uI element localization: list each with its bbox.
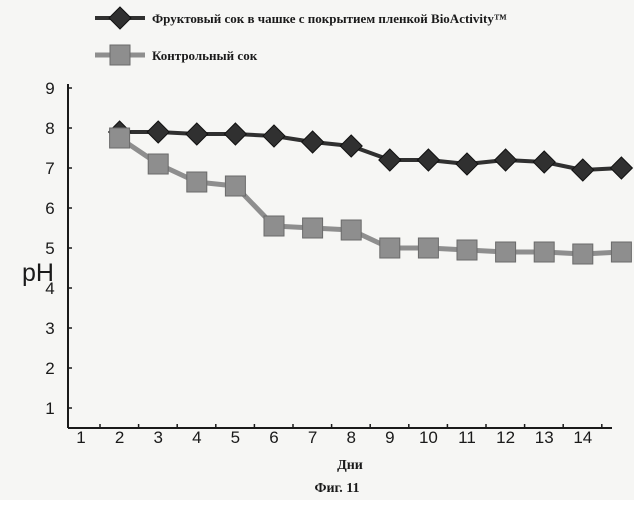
legend-item: Контрольный сок (95, 45, 258, 65)
data-point-square (341, 220, 361, 240)
data-point-diamond (186, 123, 208, 145)
x-tick-label: 1 (76, 428, 85, 447)
x-tick-label: 5 (231, 428, 240, 447)
data-point-diamond (340, 135, 362, 157)
data-point-diamond (302, 131, 324, 153)
series-layer (109, 121, 633, 264)
data-point-square (418, 238, 438, 258)
data-point-diamond (533, 151, 555, 173)
y-tick-label: 9 (45, 79, 54, 98)
x-tick-label: 7 (308, 428, 317, 447)
data-point-square (148, 154, 168, 174)
y-tick-label: 3 (45, 319, 54, 338)
x-tick-label: 4 (192, 428, 201, 447)
x-tick-label: 14 (573, 428, 592, 447)
data-point-square (303, 218, 323, 238)
data-point-square (187, 172, 207, 192)
data-point-square (380, 238, 400, 258)
data-point-diamond (263, 125, 285, 147)
x-axis-label: Дни (337, 458, 363, 473)
series-2 (110, 128, 632, 264)
legend: Фруктовый сок в чашке с покрытием пленко… (95, 7, 507, 65)
y-tick-label: 8 (45, 119, 54, 138)
data-point-square (611, 242, 631, 262)
x-tick-label: 11 (458, 428, 476, 447)
data-point-square (264, 216, 284, 236)
y-tick-label: 5 (45, 239, 54, 258)
x-tick-label: 6 (269, 428, 278, 447)
legend-square-icon (110, 45, 130, 65)
data-point-diamond (417, 149, 439, 171)
data-point-square (496, 242, 516, 262)
legend-label: Контрольный сок (152, 48, 258, 63)
x-tick-label: 3 (153, 428, 162, 447)
figure-caption: Фиг. 11 (314, 481, 359, 496)
y-tick-label: 1 (45, 399, 54, 418)
legend-item: Фруктовый сок в чашке с покрытием пленко… (95, 7, 507, 29)
axes (68, 84, 612, 428)
data-point-square (225, 176, 245, 196)
data-point-square (457, 240, 477, 260)
legend-label: Фруктовый сок в чашке с покрытием пленко… (152, 11, 507, 26)
x-tick-label: 8 (346, 428, 355, 447)
x-tick-label: 2 (115, 428, 124, 447)
data-point-square (110, 128, 130, 148)
data-point-diamond (495, 149, 517, 171)
x-tick-label: 13 (535, 428, 554, 447)
y-tick-label: 6 (45, 199, 54, 218)
data-point-diamond (379, 149, 401, 171)
y-tick-label: 2 (45, 359, 54, 378)
data-point-diamond (147, 121, 169, 143)
data-point-square (573, 244, 593, 264)
x-tick-label: 9 (385, 428, 394, 447)
y-tick-label: 7 (45, 159, 54, 178)
x-tick-label: 12 (496, 428, 515, 447)
data-point-diamond (224, 123, 246, 145)
data-point-square (534, 242, 554, 262)
data-point-diamond (572, 159, 594, 181)
data-point-diamond (456, 153, 478, 175)
y-tick-label: 4 (45, 279, 54, 298)
data-point-diamond (610, 157, 632, 179)
legend-diamond-icon (109, 7, 131, 29)
x-tick-label: 10 (419, 428, 438, 447)
